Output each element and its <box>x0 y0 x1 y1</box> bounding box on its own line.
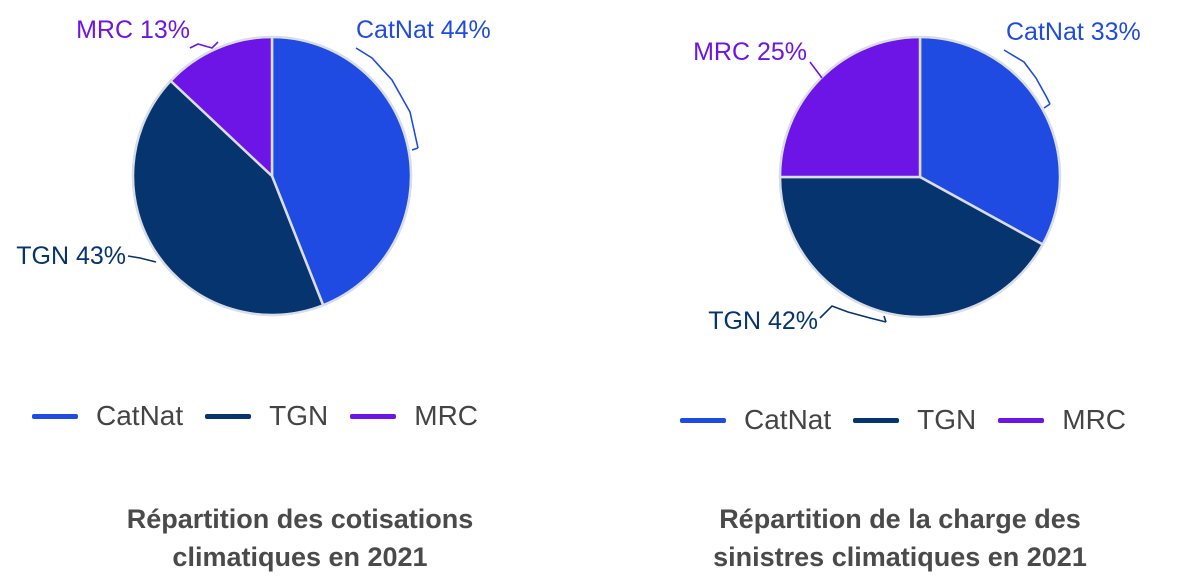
legend-item-catnat: CatNat <box>32 400 183 432</box>
legend: CatNat TGN MRC <box>600 404 1200 436</box>
legend-item-tgn: TGN <box>853 404 976 436</box>
slice-leader-line <box>355 47 419 149</box>
legend-label: TGN <box>269 400 329 431</box>
legend-label: TGN <box>917 404 977 435</box>
legend-label: CatNat <box>96 400 184 431</box>
chart-title: Répartition de la charge des sinistres c… <box>600 500 1200 576</box>
slice-leader-tick <box>1043 103 1051 109</box>
chart-title-line-1: Répartition des cotisations <box>126 504 474 534</box>
chart-panel-cotisations: CatNat 44% TGN 43% MRC 13% CatNat TGN MRC Ré… <box>0 16 600 576</box>
legend: CatNat TGN MRC <box>0 400 632 432</box>
pie-chart-sinistres: CatNat 33% TGN 42% MRC 25% <box>693 18 1141 335</box>
slice-leader-tick <box>411 147 419 151</box>
legend-label: MRC <box>1062 404 1127 435</box>
slice-label-tgn: TGN 42% <box>708 307 818 335</box>
legend-item-mrc: MRC <box>350 400 478 432</box>
chart-title-line-1: Répartition de la charge des <box>719 504 1081 534</box>
legend-swatch <box>350 413 397 419</box>
pie-chart-cotisations: CatNat 44% TGN 43% MRC 13% <box>16 16 491 317</box>
slice-leader-tick <box>883 315 887 323</box>
legend-swatch <box>205 413 252 419</box>
slice-label-tgn: TGN 43% <box>16 242 126 270</box>
legend-swatch <box>853 417 900 423</box>
slice-label-mrc: MRC 13% <box>76 16 190 44</box>
slice-leader-line <box>1003 49 1051 105</box>
legend-swatch <box>680 417 726 423</box>
legend-swatch <box>998 417 1045 423</box>
slice-leader-line <box>819 305 887 323</box>
legend-label: CatNat <box>744 404 832 435</box>
chart-title: Répartition des cotisations climatiques … <box>0 500 600 576</box>
chart-title-line-2: sinistres climatiques en 2021 <box>713 542 1087 572</box>
legend-swatch <box>32 413 78 419</box>
slice-leader-line <box>127 255 157 263</box>
legend-item-catnat: CatNat <box>680 404 831 436</box>
pie-outline <box>779 36 1061 318</box>
chart-panel-sinistres: CatNat 33% TGN 42% MRC 25% CatNat TGN MRC Ré… <box>600 0 1200 588</box>
slice-leader-line <box>189 41 219 49</box>
chart-title-line-2: climatiques en 2021 <box>172 542 428 572</box>
slice-label-catnat: CatNat 33% <box>1006 18 1141 46</box>
slice-label-mrc: MRC 25% <box>693 38 807 66</box>
legend-label: MRC <box>414 400 479 431</box>
legend-item-mrc: MRC <box>998 404 1126 436</box>
pie-outline <box>132 36 412 316</box>
legend-item-tgn: TGN <box>205 400 328 432</box>
slice-leader-line <box>809 61 823 79</box>
slice-label-catnat: CatNat 44% <box>356 16 491 44</box>
